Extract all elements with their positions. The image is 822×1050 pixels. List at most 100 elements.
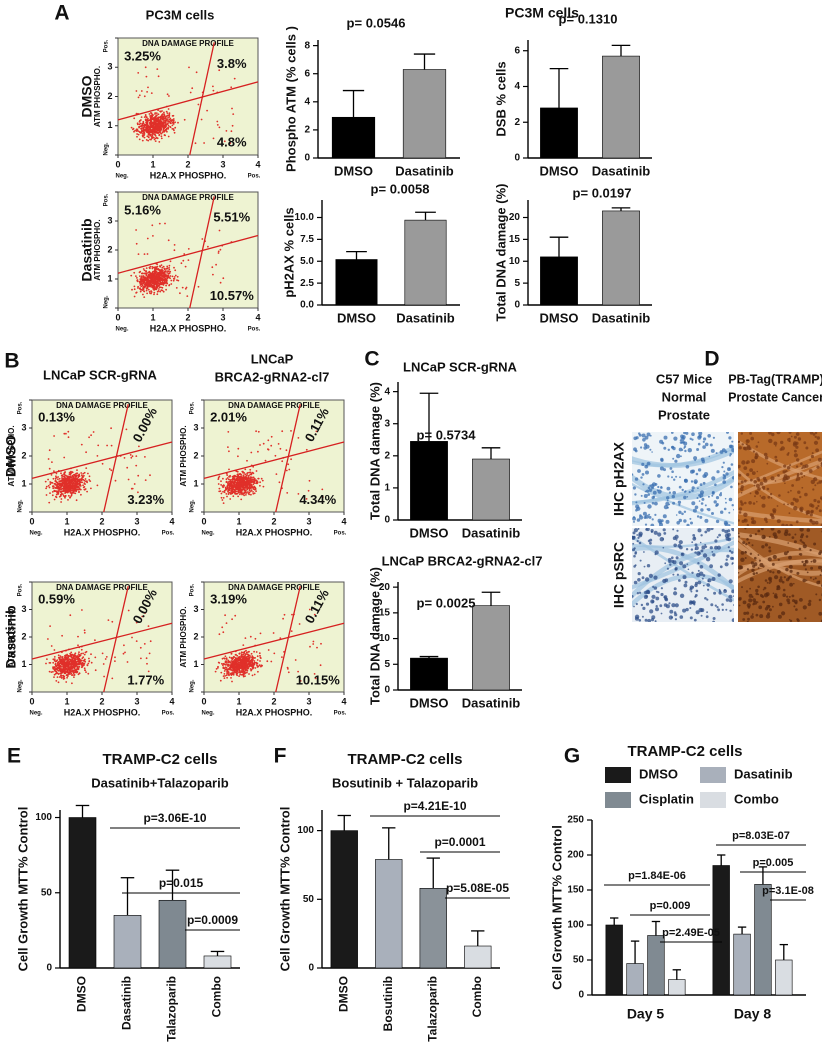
flow-dot [222,497,225,499]
nucleus [763,517,768,522]
x-tick-label: Combo [210,976,224,1017]
flow-dot [154,133,157,136]
bar [330,830,358,969]
flow-dot [164,222,166,225]
flow-dot [225,478,228,481]
flow-dot [155,112,158,114]
flow-dot [156,118,159,121]
flow-dot [77,486,80,489]
nucleus [639,515,644,520]
flow-dot [136,135,138,138]
nucleus [809,432,814,435]
flow-dot [221,626,224,629]
flow-dot [69,480,72,483]
flow-dot [80,472,83,474]
x-label: H2A.X PHOSPHO. [150,170,227,180]
flow-dot [138,125,141,128]
flow-dot [256,481,259,484]
flow-dot [281,656,283,658]
flow-dot [223,485,226,487]
flow-dot [131,636,133,639]
flow-dot [299,680,302,682]
nucleus [672,457,675,460]
flow-dot [143,124,146,126]
flow-dot [232,672,235,675]
flow-dot [223,489,226,492]
flow-dot [249,468,252,471]
nucleus [731,448,734,453]
flow-dot [177,279,180,282]
nucleus [642,483,645,486]
nucleus [643,443,648,447]
flow-dot [220,484,223,486]
nucleus [698,494,701,497]
nucleus [725,472,729,476]
nucleus [667,448,670,451]
nucleus [672,573,675,576]
flow-dot [188,66,190,69]
flow-dot [234,658,236,661]
p-value: p= 0.5734 [417,427,477,442]
flow-dot [229,493,232,495]
chart-title: LNCaP SCR-gRNA [403,359,517,374]
flow-dot [147,128,150,131]
nucleus [685,465,690,469]
flow-dot [240,475,243,478]
flow-dot [232,476,235,479]
flow-dot [173,129,175,132]
flow-dot [154,266,157,269]
flow-dot [131,455,134,458]
nucleus [672,491,676,495]
flow-dot [135,621,138,624]
flow-dot [53,659,56,662]
nucleus [711,512,714,515]
nucleus [651,496,655,500]
flow-dot [230,489,233,492]
flow-dot [165,267,168,270]
flow-dot [133,483,136,485]
flow-dot [57,476,59,478]
nucleus [709,443,713,447]
flow-dot [151,126,154,129]
flow-dot [66,475,69,478]
flow-dot [233,77,236,80]
flow-dot [45,485,48,488]
flow-dot [321,488,324,491]
bar [375,859,403,969]
nucleus [724,497,727,500]
flow-dot [286,492,289,494]
nucleus [792,497,796,501]
nucleus [677,500,682,504]
flow-dot [224,675,227,677]
flow-dot [260,477,263,480]
x-tick-label: 4 [341,516,346,526]
flow-dot [235,653,237,656]
nucleus [785,524,789,526]
flow-dot [164,121,167,124]
nucleus [808,469,813,473]
y-axis-label: Cell Growth MTT% Control [549,825,564,990]
x-label: H2A.X PHOSPHO. [64,527,141,537]
flow-dot [248,660,250,663]
flow-dot [75,489,77,492]
flow-dot [162,265,165,268]
flow-dot [248,474,250,477]
flow-dot [55,475,57,478]
flow-dot [222,631,225,634]
x-pos: Pos. [162,531,175,537]
nucleus [674,603,679,608]
flow-dot [290,630,293,632]
nucleus [726,432,729,434]
flow-dot [59,655,62,657]
nucleus [723,474,727,478]
flow-dot [149,125,152,128]
x-label: H2A.X PHOSPHO. [236,707,313,717]
flow-dot [228,488,231,491]
flow-dot [240,653,243,656]
flow-dot [230,668,232,671]
flow-dot [60,494,62,496]
flow-dot [236,485,239,488]
flow-dot [67,494,70,497]
flow-dot [258,652,261,655]
flow-dot [141,133,144,135]
